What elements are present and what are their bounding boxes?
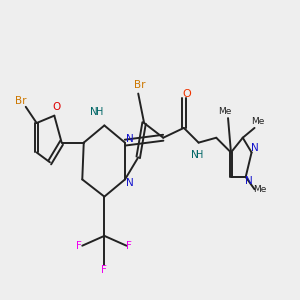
Text: Me: Me [253, 185, 266, 194]
Text: N: N [245, 176, 253, 186]
Text: F: F [127, 241, 132, 251]
Text: Br: Br [134, 80, 146, 90]
Text: N: N [126, 134, 134, 144]
Text: Me: Me [251, 117, 264, 126]
Text: F: F [101, 265, 107, 275]
Text: F: F [76, 241, 82, 251]
Text: Br: Br [15, 96, 26, 106]
Text: H: H [96, 107, 103, 117]
Text: N: N [90, 107, 98, 117]
Text: N: N [126, 178, 134, 188]
Text: O: O [52, 102, 61, 112]
Text: N: N [191, 150, 199, 160]
Text: O: O [182, 88, 191, 99]
Text: H: H [196, 150, 204, 160]
Text: Me: Me [218, 107, 232, 116]
Text: N: N [251, 142, 259, 152]
